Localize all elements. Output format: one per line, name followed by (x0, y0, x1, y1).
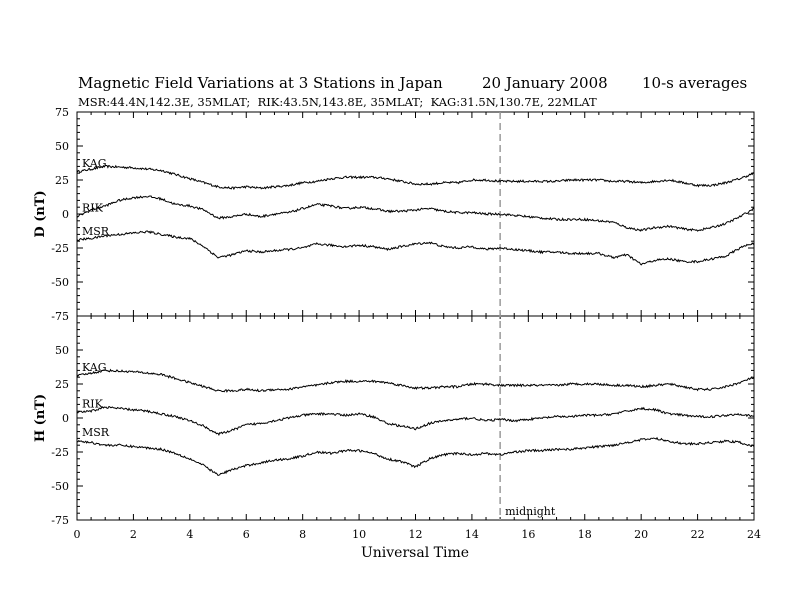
h-panel-ylabel: H (nT) (33, 394, 48, 442)
d-ytick-label: 50 (55, 140, 69, 153)
d-ytick-label: -25 (51, 242, 69, 255)
h-series-label-rik: RIK (82, 398, 104, 411)
xtick-label: 24 (747, 528, 761, 541)
h-ytick-label: 0 (62, 412, 69, 425)
d-series-label-kag: KAG (82, 157, 107, 170)
xtick-label: 20 (634, 528, 648, 541)
h-ytick-label: 50 (55, 344, 69, 357)
d-series-kag (76, 164, 755, 191)
h-series-label-kag: KAG (82, 361, 107, 374)
xtick-label: 18 (578, 528, 592, 541)
xtick-label: 22 (691, 528, 705, 541)
xtick-label: 16 (521, 528, 535, 541)
tick-layer (76, 111, 755, 521)
figure-title: Magnetic Field Variations at 3 Stations … (78, 74, 443, 92)
h-series-msr (76, 436, 755, 476)
xtick-label: 4 (186, 528, 193, 541)
station-coordinates: MSR:44.4N,142.3E, 35MLAT; RIK:43.5N,143.… (78, 95, 597, 109)
xtick-label: 6 (243, 528, 250, 541)
xtick-label: 10 (352, 528, 366, 541)
d-ytick-label: 75 (55, 106, 69, 119)
h-ytick-label: 25 (55, 378, 69, 391)
d-ytick-label: 25 (55, 174, 69, 187)
figure-averaging: 10-s averages (642, 74, 747, 92)
figure-date: 20 January 2008 (482, 74, 608, 92)
xtick-label: 2 (130, 528, 137, 541)
d-panel-frame (76, 111, 755, 317)
label-layer: -75 -50 -25 0 25 50 75 KAG RIK MSR -75 -50 -25 0 25 50 0… (51, 106, 761, 541)
d-series-rik (76, 195, 755, 232)
d-series-label-msr: MSR (82, 225, 110, 238)
h-series-label-msr: MSR (82, 426, 110, 439)
d-series-msr (76, 230, 755, 266)
d-ytick-label: -50 (51, 276, 69, 289)
d-panel-ylabel: D (nT) (33, 190, 48, 237)
x-axis-title: Universal Time (361, 545, 469, 561)
d-ytick-label: -75 (51, 310, 69, 323)
midnight-label: midnight (505, 505, 556, 518)
h-series-kag (76, 368, 755, 393)
xtick-label: 0 (74, 528, 81, 541)
xtick-label: 14 (465, 528, 479, 541)
series-layer (76, 164, 755, 476)
h-ytick-label: -50 (51, 480, 69, 493)
xtick-label: 8 (299, 528, 306, 541)
h-ytick-label: -25 (51, 446, 69, 459)
d-ytick-label: 0 (62, 208, 69, 221)
xtick-label: 12 (409, 528, 423, 541)
h-series-rik (76, 406, 755, 437)
h-ytick-label: -75 (51, 514, 69, 527)
d-series-label-rik: RIK (82, 202, 104, 215)
